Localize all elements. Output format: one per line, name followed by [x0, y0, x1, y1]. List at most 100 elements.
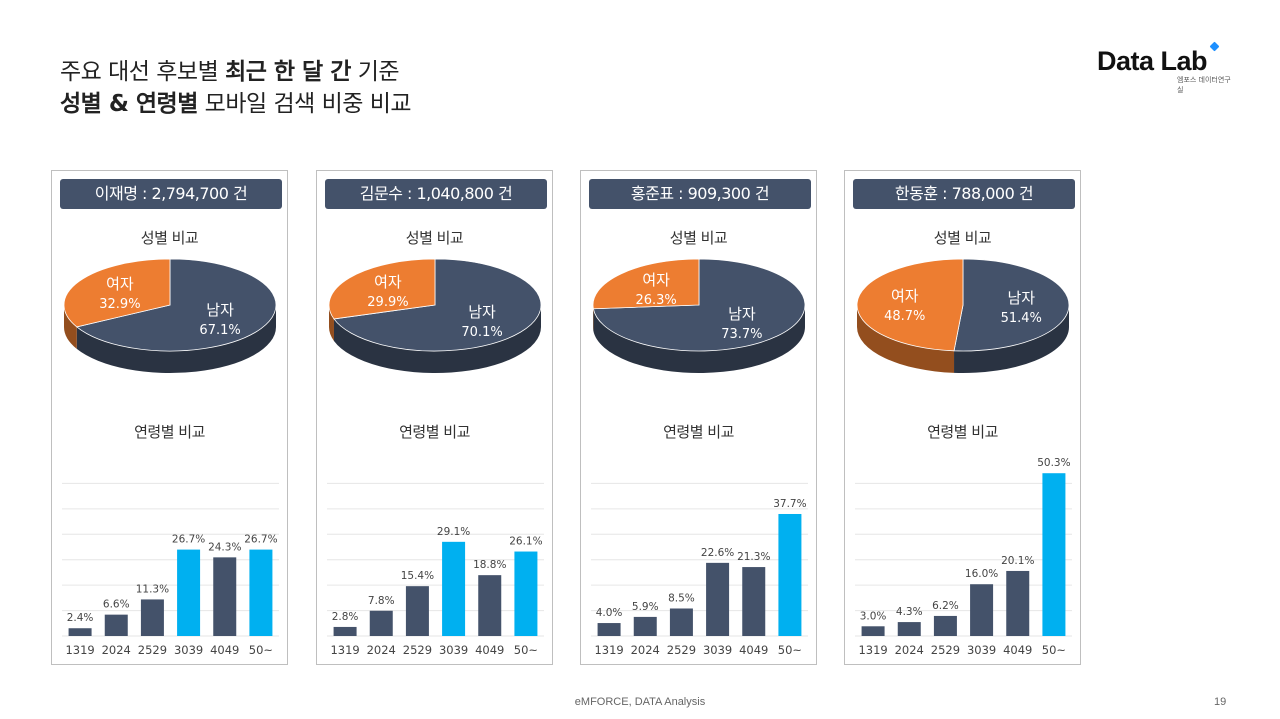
bar-2024	[633, 616, 657, 636]
bar-value-label: 5.9%	[632, 601, 659, 613]
bar-value-label: 4.0%	[596, 607, 623, 619]
bar-2529	[140, 599, 164, 636]
bar-1319	[68, 628, 92, 636]
bar-category-label: 50~	[249, 643, 273, 657]
pie-slice-female	[592, 258, 700, 310]
bar-1319	[861, 626, 885, 636]
bar-value-label: 26.7%	[172, 534, 205, 546]
bar-category-label: 4049	[739, 643, 768, 657]
candidate-title: 김문수 : 1,040,800 건	[325, 179, 547, 209]
pie-slice-female	[328, 258, 436, 320]
pie-side-male	[76, 305, 276, 373]
candidate-title: 이재명 : 2,794,700 건	[60, 179, 282, 209]
bar-value-label: 15.4%	[401, 570, 434, 582]
bar-50~	[249, 549, 273, 636]
pie-side-male	[593, 305, 805, 374]
bar-category-label: 4049	[475, 643, 504, 657]
pie-label-male: 남자	[1007, 289, 1035, 307]
pie-label-male: 남자	[206, 301, 234, 319]
pie-side-male	[333, 305, 541, 373]
bar-value-label: 22.6%	[701, 547, 734, 559]
bar-value-label: 20.1%	[1001, 555, 1034, 567]
bar-1319	[597, 623, 621, 636]
pie-label-female: 여자	[891, 287, 919, 305]
pie-value-female: 29.9%	[367, 295, 408, 310]
pie-value-female: 48.7%	[884, 309, 925, 324]
bar-category-label: 2024	[631, 643, 660, 657]
bar-3039	[706, 562, 730, 636]
bar-3039	[177, 549, 201, 636]
bar-category-label: 2529	[667, 643, 696, 657]
gender-pie-chart: 남자 51.4% 여자 48.7%	[856, 258, 1070, 373]
bar-1319	[333, 626, 357, 636]
age-chart-title: 연령별 비교	[663, 423, 734, 441]
bar-3039	[970, 584, 994, 636]
bar-category-label: 4049	[210, 643, 239, 657]
title-line-2: 성별 & 연령별 모바일 검색 비중 비교	[60, 91, 412, 117]
pie-label-female: 여자	[374, 273, 402, 291]
pie-slice-male	[333, 258, 542, 352]
bar-category-label: 2529	[403, 643, 432, 657]
bar-category-label: 50~	[1042, 643, 1066, 657]
bar-3039	[442, 541, 466, 636]
bar-2024	[369, 610, 393, 636]
bar-value-label: 37.7%	[773, 498, 806, 510]
bar-2024	[897, 622, 921, 636]
pie-value-male: 51.4%	[1001, 311, 1042, 326]
bar-value-label: 2.8%	[332, 611, 359, 623]
bar-category-label: 1319	[594, 643, 623, 657]
pie-value-male: 70.1%	[461, 325, 502, 340]
gender-pie-chart: 남자 70.1% 여자 29.9%	[328, 258, 542, 373]
bar-50~	[778, 513, 802, 636]
bar-value-label: 29.1%	[437, 526, 470, 538]
age-bar-chart: 4.0% 1319 5.9% 2024 8.5% 2529 22.6% 3039 21.3% 40…	[591, 482, 808, 657]
age-chart-title: 연령별 비교	[399, 423, 470, 441]
bar-category-label: 1319	[330, 643, 359, 657]
bar-value-label: 7.8%	[368, 595, 395, 607]
bar-category-label: 50~	[778, 643, 802, 657]
bar-value-label: 24.3%	[208, 541, 241, 553]
bar-50~	[514, 551, 538, 636]
pie-slice-male	[75, 258, 277, 352]
pie-value-male: 73.7%	[721, 327, 762, 342]
bar-category-label: 2529	[138, 643, 167, 657]
bar-4049	[478, 575, 502, 636]
pie-side-female	[329, 305, 334, 341]
footer-text: eMFORCE, DATA Analysis	[574, 696, 706, 708]
pie-label-female: 여자	[106, 275, 134, 293]
pie-value-female: 26.3%	[635, 293, 676, 308]
gender-chart-title: 성별 비교	[140, 229, 199, 247]
bar-value-label: 4.3%	[896, 606, 923, 618]
pie-value-male: 67.1%	[199, 323, 240, 338]
data-lab-logo: Data Lab 엠포스 데이터연구실	[1097, 41, 1237, 95]
pie-side-male	[954, 305, 1069, 373]
candidate-title: 한동훈 : 788,000 건	[853, 179, 1075, 209]
pie-value-female: 32.9%	[99, 297, 140, 312]
pie-label-male: 남자	[468, 303, 496, 321]
pie-side-female	[64, 305, 77, 349]
age-bar-chart: 2.4% 1319 6.6% 2024 11.3% 2529 26.7% 3039 24.3% 4…	[62, 482, 279, 657]
bar-2024	[104, 614, 128, 636]
bar-value-label: 26.7%	[244, 534, 277, 546]
bar-category-label: 50~	[514, 643, 538, 657]
page-title: 주요 대선 후보별 최근 한 달 간 기준 성별 & 연령별 모바일 검색 비중…	[60, 56, 412, 120]
bar-category-label: 2024	[895, 643, 924, 657]
logo-text: Data Lab	[1097, 46, 1208, 76]
bar-value-label: 16.0%	[965, 568, 998, 580]
bar-category-label: 3039	[174, 643, 203, 657]
bar-4049	[742, 567, 766, 636]
gender-pie-chart: 남자 73.7% 여자 26.3%	[592, 258, 806, 374]
bar-4049	[1006, 570, 1030, 636]
pie-label-female: 여자	[642, 271, 670, 289]
candidate-title: 홍준표 : 909,300 건	[589, 179, 811, 209]
bar-50~	[1042, 473, 1066, 636]
gender-chart-title: 성별 비교	[933, 229, 992, 247]
gender-chart-title: 성별 비교	[669, 229, 728, 247]
bar-value-label: 11.3%	[136, 583, 169, 595]
candidate-panel-han: 한동훈 : 788,000 건 성별 비교 남자 51.4% 여자 48.7% 연령별…	[844, 170, 1081, 665]
bar-category-label: 1319	[858, 643, 887, 657]
logo-accent-icon	[1209, 41, 1220, 52]
logo-subtitle: 엠포스 데이터연구실	[1177, 76, 1231, 94]
age-chart-title: 연령별 비교	[927, 423, 998, 441]
bar-value-label: 3.0%	[860, 610, 887, 622]
